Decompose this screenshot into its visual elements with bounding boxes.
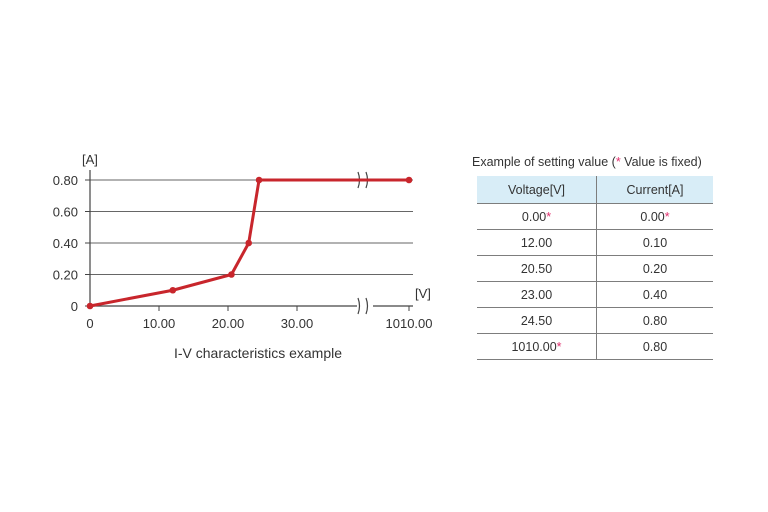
table-row: 23.00 0.40 [477,281,713,308]
axes [85,170,413,315]
x-tick-label: 10.00 [143,316,176,331]
table-row: 1010.00* 0.80 [477,333,713,360]
y-tick-label: 0 [71,299,78,314]
current-cell: 0.80 [596,333,713,360]
y-tick-label: 0.20 [53,268,78,283]
y-tick-label: 0.80 [53,173,78,188]
setting-value-table: Voltage[V] Current[A] 0.00* 0.00* 12.00 … [477,176,713,360]
current-cell: 0.40 [596,281,713,308]
table-title: Example of setting value (* Value is fix… [472,155,722,169]
table-header-row: Voltage[V] Current[A] [477,176,713,204]
voltage-cell: 12.00 [477,229,597,256]
labels: 0 0.20 0.40 0.60 0.80 0 10.00 20.00 30.00 1010.00… [53,152,433,361]
data-point [405,176,413,184]
chart-title: I-V characteristics example [174,345,342,361]
voltage-cell: 20.50 [477,255,597,282]
fixed-marker: * [556,339,562,354]
setting-value-table-panel: Example of setting value (* Value is fix… [472,155,722,360]
data-point [169,286,177,294]
current-header: Current[A] [596,176,713,204]
data-point [245,239,252,247]
axis-break-mark [365,297,369,315]
x-tick-label: 0 [86,316,93,331]
current-cell: 0.00* [596,203,713,230]
series [86,176,413,310]
table-row: 20.50 0.20 [477,255,713,282]
fixed-marker: * [664,209,670,224]
y-tick-label: 0.60 [53,205,78,220]
table-row: 12.00 0.10 [477,229,713,256]
voltage-cell: 0.00* [477,203,597,230]
y-tick-label: 0.40 [53,236,78,251]
voltage-cell: 23.00 [477,281,597,308]
voltage-header: Voltage[V] [477,176,597,204]
voltage-cell: 24.50 [477,307,597,334]
current-cell: 0.20 [596,255,713,282]
y-axis-unit-label: [A] [82,152,98,167]
table-title-prefix: Example of setting value ( [472,155,616,169]
x-tick-label: 20.00 [212,316,245,331]
axis-break-gap [358,298,371,314]
data-point [228,271,235,278]
table-title-suffix: Value is fixed) [620,155,702,169]
table-row: 24.50 0.80 [477,307,713,334]
axis-break-mark [357,297,361,315]
current-cell: 0.80 [596,307,713,334]
table-row: 0.00* 0.00* [477,203,713,230]
fixed-value-asterisk: * [615,155,621,169]
fixed-marker: * [546,209,552,224]
current-cell: 0.10 [596,229,713,256]
x-tick-label: 30.00 [281,316,314,331]
data-point [255,176,263,184]
data-point [86,302,94,310]
voltage-cell: 1010.00* [477,333,597,360]
x-axis-unit-label: [V] [415,286,431,301]
iv-curve [89,178,409,308]
x-tick-label: 1010.00 [386,316,433,331]
